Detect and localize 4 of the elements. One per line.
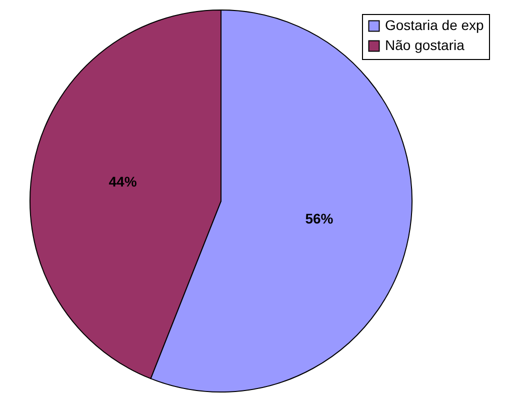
legend-label: Não gostaria — [385, 37, 465, 53]
data-label: 44% — [108, 173, 138, 190]
data-label: 56% — [305, 210, 334, 227]
legend-label: Gostaria de exp — [385, 17, 484, 33]
